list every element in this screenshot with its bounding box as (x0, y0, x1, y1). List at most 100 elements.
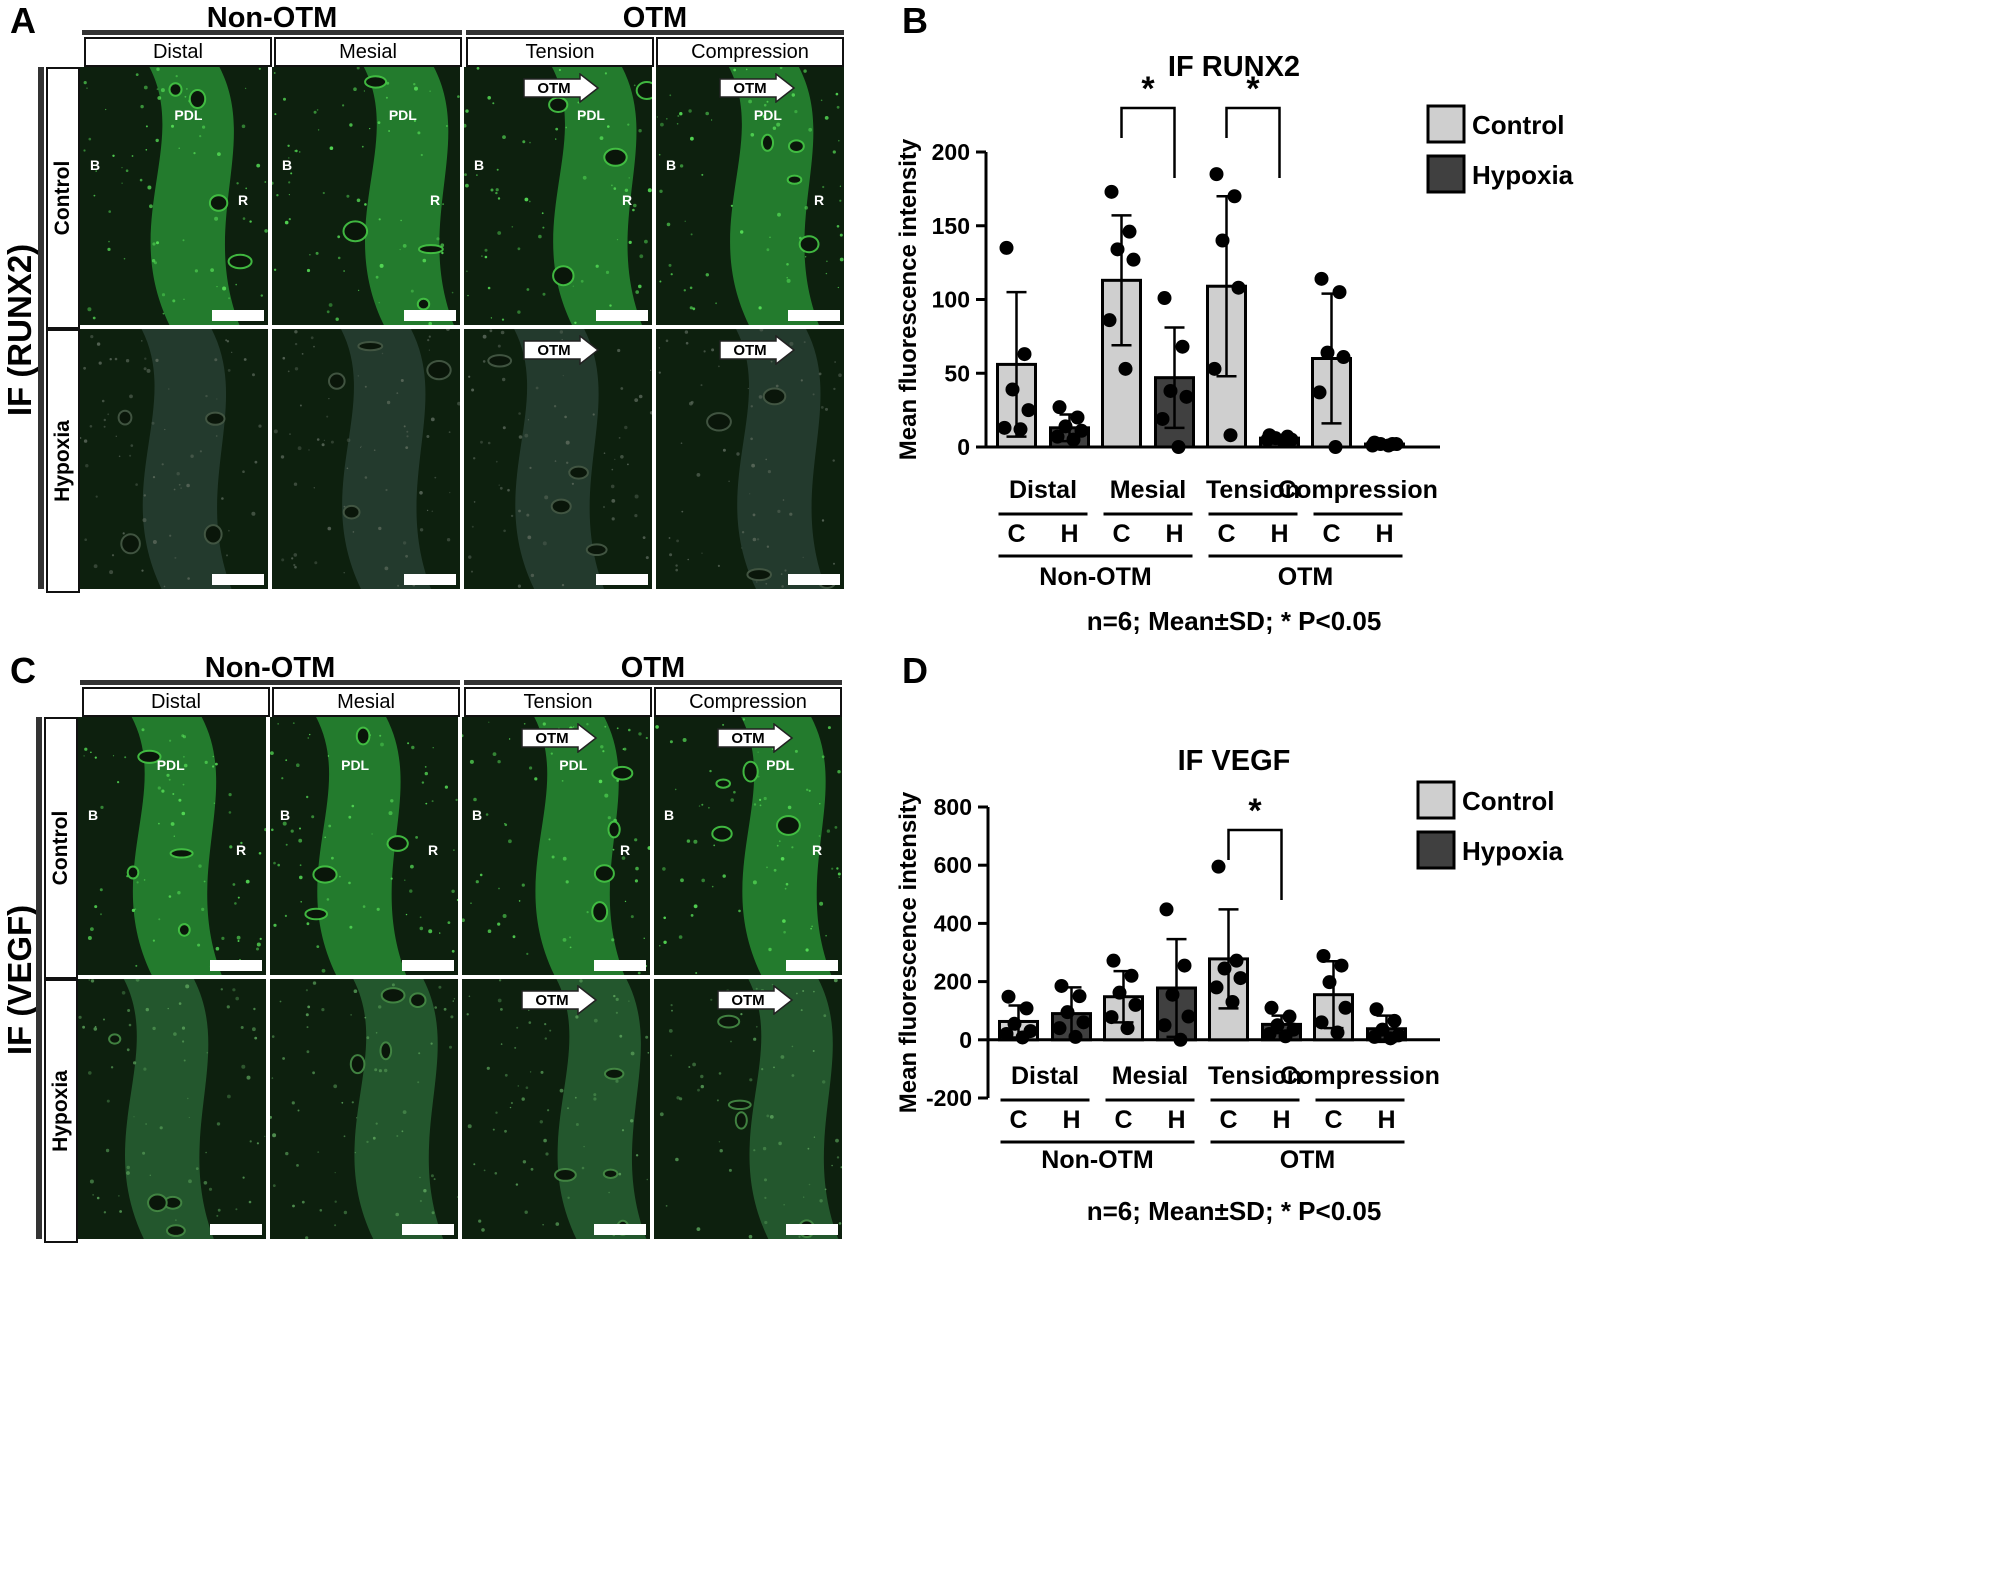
data-point (1282, 1009, 1297, 1024)
panel-label-c: C (10, 650, 36, 691)
cell-speckle (410, 289, 414, 293)
cell-speckle (666, 118, 668, 120)
data-point (1260, 432, 1275, 447)
cell-speckle (730, 1040, 732, 1043)
cell-speckle (114, 357, 118, 361)
subcategory-label: H (1270, 520, 1288, 548)
cell-speckle (820, 99, 823, 102)
otm-arrow: OTM (521, 985, 598, 1015)
cell-speckle (354, 1151, 356, 1154)
cell-speckle (528, 200, 531, 203)
cell-speckle (203, 1181, 208, 1185)
cell-speckle (414, 86, 418, 91)
cell-speckle (822, 185, 825, 189)
cell-speckle (607, 125, 610, 128)
cell-speckle (670, 1054, 673, 1057)
cell-speckle (93, 194, 96, 197)
cell-speckle (786, 276, 788, 279)
cell-speckle (181, 811, 186, 816)
legend-swatch-control (1426, 104, 1466, 144)
cell-speckle (696, 473, 701, 477)
cell-speckle (659, 1112, 664, 1117)
cell-speckle (307, 1005, 311, 1009)
cell-speckle (276, 194, 279, 197)
cell-speckle (228, 529, 230, 532)
data-point (1276, 434, 1291, 449)
column-label-compression: Compression (656, 37, 844, 67)
cell-speckle (800, 1009, 803, 1012)
data-point (1015, 1030, 1030, 1045)
cell-speckle (759, 804, 762, 807)
cell-speckle (348, 815, 352, 819)
footnote: n=6; Mean±SD; * P<0.05 (1087, 1196, 1382, 1226)
cell-speckle (789, 512, 793, 516)
cell-speckle (561, 780, 564, 782)
cell-speckle (832, 150, 836, 154)
data-point (1072, 989, 1087, 1004)
cell-speckle (294, 367, 299, 371)
cell-speckle (415, 836, 418, 839)
legend-swatch-control (1416, 780, 1456, 820)
cell-speckle (270, 751, 274, 755)
cell-speckle (820, 406, 824, 409)
cell-speckle (317, 1151, 320, 1153)
cell-speckle (805, 948, 809, 952)
cell-speckle (143, 367, 147, 371)
cell-speckle (452, 1000, 454, 1002)
cell-speckle (655, 725, 659, 729)
group-label-non-otm: Non-OTM (206, 2, 338, 34)
data-point (1052, 1021, 1067, 1036)
cell-speckle (157, 786, 161, 790)
data-point (1316, 948, 1331, 963)
vessel-ring (585, 543, 608, 556)
cell-speckle (84, 747, 88, 751)
scale-bar (210, 960, 262, 971)
cell-speckle (689, 286, 693, 290)
cell-speckle (299, 864, 302, 867)
arrow-shape (521, 723, 598, 753)
cell-speckle (504, 1129, 507, 1133)
tissue-label-r: R (814, 192, 825, 208)
cell-speckle (83, 439, 88, 443)
cell-speckle (489, 329, 493, 333)
cell-speckle (836, 225, 840, 228)
cell-speckle (273, 861, 276, 865)
data-point (1225, 994, 1240, 1009)
cell-speckle (733, 790, 736, 794)
cell-speckle (241, 124, 246, 129)
cell-speckle (518, 435, 523, 439)
cell-speckle (294, 330, 298, 334)
data-point (1381, 438, 1396, 453)
cell-speckle (684, 330, 689, 334)
scale-bar (596, 310, 648, 321)
cell-speckle (512, 935, 516, 939)
cell-speckle (766, 100, 769, 103)
cell-speckle (633, 84, 636, 87)
cell-speckle (140, 104, 144, 109)
scale-bar (212, 574, 264, 585)
cell-speckle (600, 745, 604, 749)
cell-speckle (525, 1086, 529, 1089)
cell-speckle (527, 535, 532, 540)
legend-label-control: Control (1472, 110, 1564, 140)
cell-speckle (100, 913, 102, 916)
data-point (1387, 1013, 1402, 1028)
cell-speckle (748, 99, 752, 104)
cell-speckle (135, 979, 140, 982)
cell-speckle (614, 458, 616, 461)
cell-speckle (719, 1149, 723, 1153)
cell-speckle (379, 263, 384, 268)
cell-speckle (812, 393, 815, 396)
cell-speckle (497, 760, 501, 764)
data-point (1050, 429, 1065, 444)
cell-speckle (366, 1036, 370, 1040)
cell-speckle (299, 827, 301, 830)
cell-speckle (284, 220, 289, 225)
cell-speckle (402, 1110, 407, 1114)
cell-speckle (90, 335, 94, 339)
cell-speckle (718, 365, 720, 368)
cell-speckle (701, 552, 703, 554)
cell-speckle (199, 135, 202, 138)
cell-speckle (487, 929, 492, 933)
cell-speckle (777, 212, 781, 217)
